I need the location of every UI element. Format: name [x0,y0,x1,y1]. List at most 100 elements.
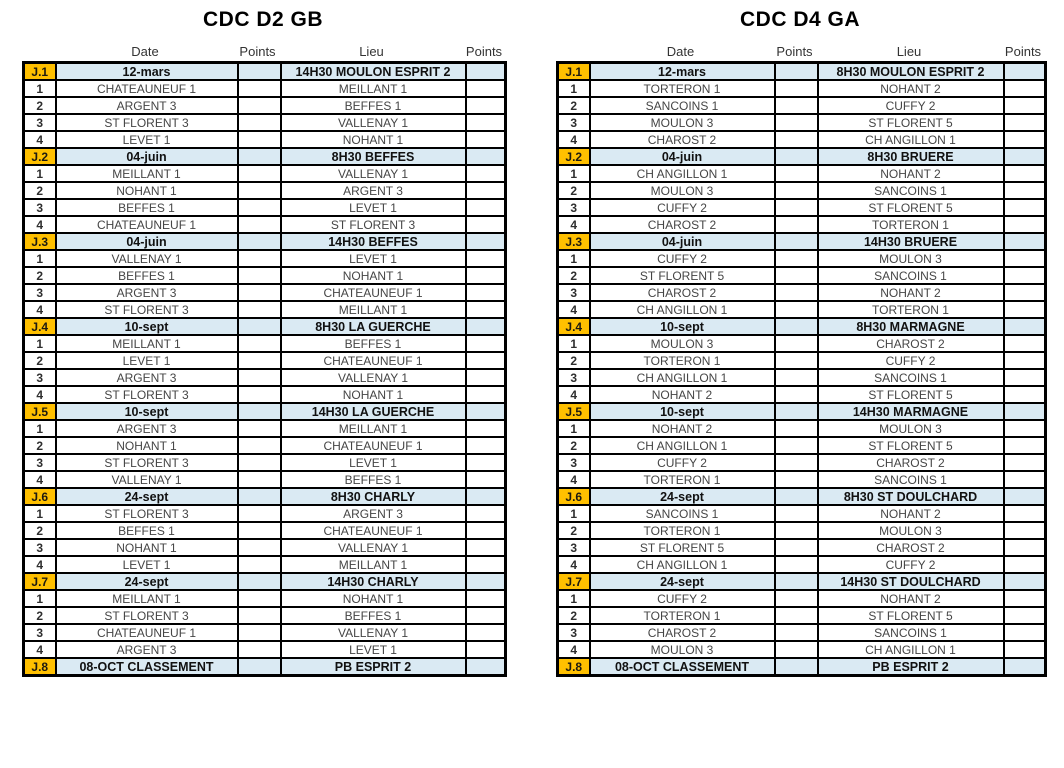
points-cell [236,572,282,591]
team-a-cell: TORTERON 1 [588,79,776,98]
team-a-cell: BEFFES 1 [54,198,239,217]
team-a-cell: BEFFES 1 [54,266,239,285]
match-row: 1 MOULON 3 CHAROST 2 [556,334,1047,353]
row-number: 1 [22,79,57,98]
match-row: 3 CUFFY 2 CHAROST 2 [556,453,1047,472]
match-row: 4 NOHANT 2 ST FLORENT 5 [556,385,1047,404]
points-cell [773,521,819,540]
row-number: 1 [22,164,57,183]
team-b-cell: SANCOINS 1 [816,623,1005,642]
match-row: 1 NOHANT 2 MOULON 3 [556,419,1047,438]
points-cell [1002,79,1047,98]
matchday-row: J.1 12-mars 14H30 MOULON ESPRIT 2 [22,61,507,81]
match-row: 4 CH ANGILLON 1 CUFFY 2 [556,555,1047,574]
points-cell [773,283,819,302]
match-row: 3 CUFFY 2 ST FLORENT 5 [556,198,1047,217]
points-cell [464,368,507,387]
points-cell [236,164,282,183]
team-a-cell: TORTERON 1 [588,606,776,625]
team-b-cell: CH ANGILLON 1 [816,640,1005,659]
schedule-grid: J.1 12-mars 14H30 MOULON ESPRIT 2 1 CHATEAUN… [22,61,507,677]
team-a-cell: CUFFY 2 [588,453,776,472]
team-b-cell: CHATEAUNEUF 1 [279,521,467,540]
points-cell [773,368,819,387]
points-cell [1002,487,1047,506]
match-row: 3 NOHANT 1 VALLENAY 1 [22,538,507,557]
row-number: 1 [22,504,57,523]
matchday-date: 24-sept [588,572,776,591]
team-b-cell: VALLENAY 1 [279,538,467,557]
match-row: 4 CHAROST 2 CH ANGILLON 1 [556,130,1047,149]
team-b-cell: BEFFES 1 [279,606,467,625]
points-cell [464,79,507,98]
matchday-date: 24-sept [588,487,776,506]
points-cell [236,470,282,489]
matchday-label: J.6 [556,487,591,506]
row-number: 1 [556,79,591,98]
row-number: 1 [22,589,57,608]
row-number: 4 [556,215,591,234]
points-cell [1002,623,1047,642]
matchday-date: 04-juin [54,147,239,166]
row-number: 2 [22,436,57,455]
team-a-cell: CHAROST 2 [588,215,776,234]
points-cell [773,470,819,489]
row-number: 1 [556,419,591,438]
match-row: 1 MEILLANT 1 VALLENAY 1 [22,164,507,183]
team-b-cell: SANCOINS 1 [816,368,1005,387]
points-cell [1002,419,1047,438]
matchday-label: J.8 [556,657,591,677]
matchday-date: 10-sept [54,402,239,421]
team-b-cell: ST FLORENT 5 [816,436,1005,455]
points-cell [236,640,282,659]
match-row: 3 ST FLORENT 3 VALLENAY 1 [22,113,507,132]
points-cell [236,96,282,115]
points-cell [773,181,819,200]
match-row: 1 VALLENAY 1 LEVET 1 [22,249,507,268]
matchday-date: 24-sept [54,487,239,506]
points-cell [773,130,819,149]
team-b-cell: BEFFES 1 [279,470,467,489]
row-number: 4 [22,130,57,149]
points-cell [1002,232,1047,251]
match-row: 2 LEVET 1 CHATEAUNEUF 1 [22,351,507,370]
team-b-cell: CUFFY 2 [816,351,1005,370]
team-b-cell: LEVET 1 [279,249,467,268]
points-cell [773,419,819,438]
matchday-venue: 14H30 MARMAGNE [816,402,1005,421]
match-row: 3 CHAROST 2 NOHANT 2 [556,283,1047,302]
team-b-cell: NOHANT 1 [279,266,467,285]
schedule-table-cdc-d2-gb: CDC D2 GB Date Points Lieu Points J.1 12-… [22,6,507,677]
points-cell [1002,606,1047,625]
points-cell [236,334,282,353]
points-cell [1002,300,1047,319]
points-cell [773,96,819,115]
match-row: 2 SANCOINS 1 CUFFY 2 [556,96,1047,115]
team-a-cell: LEVET 1 [54,555,239,574]
matchday-row: J.8 08-OCT CLASSEMENT PB ESPRIT 2 [556,657,1047,677]
match-row: 3 CHATEAUNEUF 1 VALLENAY 1 [22,623,507,642]
team-b-cell: MOULON 3 [816,521,1005,540]
matchday-venue: PB ESPRIT 2 [279,657,467,677]
row-number: 3 [556,538,591,557]
team-b-cell: SANCOINS 1 [816,470,1005,489]
team-a-cell: LEVET 1 [54,351,239,370]
matchday-row: J.4 10-sept 8H30 MARMAGNE [556,317,1047,336]
points-cell [236,300,282,319]
team-b-cell: CHAROST 2 [816,453,1005,472]
matchday-label: J.5 [22,402,57,421]
match-row: 4 LEVET 1 NOHANT 1 [22,130,507,149]
team-b-cell: CHATEAUNEUF 1 [279,351,467,370]
points-cell [1002,470,1047,489]
team-a-cell: ST FLORENT 5 [588,266,776,285]
team-a-cell: VALLENAY 1 [54,470,239,489]
points-cell [236,232,282,251]
team-a-cell: ST FLORENT 3 [54,453,239,472]
match-row: 1 MEILLANT 1 NOHANT 1 [22,589,507,608]
points-cell [464,266,507,285]
points-cell [464,164,507,183]
schedule-grid: J.1 12-mars 8H30 MOULON ESPRIT 2 1 TORTERON … [556,61,1047,677]
points-cell [773,657,819,677]
matchday-label: J.2 [556,147,591,166]
points-cell [773,215,819,234]
